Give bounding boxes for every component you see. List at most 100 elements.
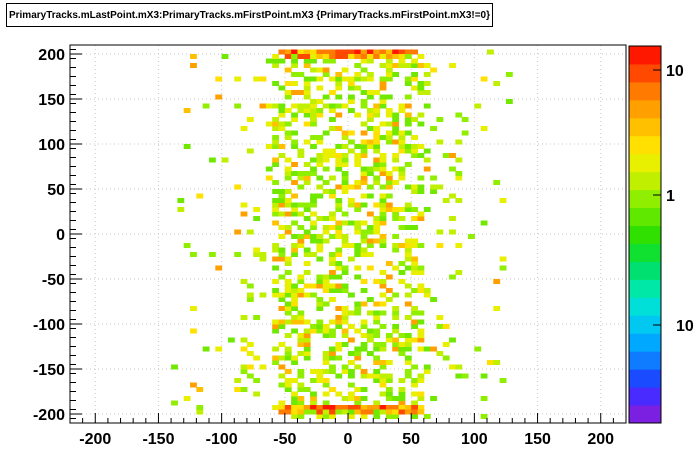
heatmap-cell <box>335 324 343 329</box>
heatmap-cell-hot <box>291 409 298 415</box>
heatmap-cell <box>253 315 261 320</box>
heatmap-cell <box>398 171 406 176</box>
heatmap-cell <box>404 162 412 167</box>
heatmap-cell <box>423 72 431 77</box>
heatmap-cell <box>316 243 324 248</box>
heatmap-cell <box>316 279 324 284</box>
heatmap-cell <box>360 76 368 82</box>
heatmap-cell <box>392 180 400 185</box>
heatmap-cell <box>278 400 286 406</box>
heatmap-cell <box>322 216 330 221</box>
heatmap-cell <box>468 234 475 239</box>
heatmap-cell <box>392 265 400 271</box>
heatmap-cell <box>297 396 305 401</box>
heatmap-cell <box>360 220 368 226</box>
heatmap-cell <box>411 72 418 77</box>
heatmap-cell <box>303 387 311 392</box>
heatmap-cell <box>366 108 374 113</box>
heatmap-cell <box>253 76 261 82</box>
heatmap-cell <box>373 130 381 136</box>
heatmap-cell <box>316 301 324 307</box>
heatmap-cell <box>335 198 343 203</box>
palette-tick-label: 10 <box>676 318 694 335</box>
heatmap-cell <box>284 108 292 113</box>
heatmap-cell <box>341 153 349 158</box>
heatmap-cell <box>329 189 336 194</box>
heatmap-cell <box>392 292 400 298</box>
heatmap-cell <box>341 310 349 316</box>
palette-frame <box>628 45 662 424</box>
heatmap-cell <box>354 328 362 334</box>
heatmap-cell <box>411 382 418 388</box>
heatmap-cell <box>335 391 343 397</box>
heatmap-cell <box>190 328 197 334</box>
palette-tick-label: 1 <box>666 188 675 205</box>
heatmap-cell <box>379 63 387 68</box>
heatmap-cell <box>379 346 387 352</box>
heatmap-cell <box>411 400 418 406</box>
heatmap-cell <box>284 351 292 356</box>
heatmap-cell <box>417 405 425 410</box>
heatmap-cell <box>284 229 292 235</box>
heatmap-cell <box>417 189 425 194</box>
heatmap-cell <box>291 360 298 365</box>
heatmap-cell <box>297 175 305 181</box>
heatmap-cell <box>297 103 305 109</box>
heatmap-cell <box>373 202 381 208</box>
heatmap-cell <box>190 382 197 388</box>
palette-swatch <box>629 261 661 280</box>
heatmap-cell <box>272 319 279 325</box>
heatmap-cell <box>272 292 279 298</box>
heatmap-cell <box>341 288 349 293</box>
heatmap-cell <box>379 238 387 244</box>
heatmap-cell <box>322 369 330 374</box>
heatmap-cell <box>348 396 355 401</box>
heatmap-cell <box>284 157 292 163</box>
heatmap-cell <box>411 207 418 212</box>
heatmap-cell-hot <box>329 54 336 59</box>
heatmap-cell <box>398 135 406 140</box>
heatmap-cell <box>373 216 381 221</box>
heatmap-cell <box>303 261 311 266</box>
heatmap-cell <box>373 333 381 338</box>
heatmap-cell <box>348 108 355 113</box>
heatmap-cell <box>310 225 317 230</box>
heatmap-cell <box>240 337 248 343</box>
heatmap-cell <box>284 166 292 172</box>
heatmap-cell <box>385 387 393 392</box>
heatmap-cell <box>303 108 311 113</box>
heatmap-cell <box>366 126 374 131</box>
heatmap-cell <box>455 157 463 163</box>
heatmap-cell <box>329 90 336 95</box>
axes: -200 -150 -100 -50 0 50 100 150 200 200 150 100 50 0 -… <box>33 47 614 448</box>
heatmap-cell <box>360 279 368 284</box>
heatmap-cell <box>366 76 374 82</box>
heatmap-cell <box>398 148 406 154</box>
heatmap-cell <box>348 351 355 356</box>
heatmap-cell <box>348 148 355 154</box>
heatmap-cell <box>246 229 254 235</box>
y-tick-label: -50 <box>42 272 65 289</box>
heatmap-cell <box>373 144 381 149</box>
heatmap-cell <box>297 292 305 298</box>
heatmap-cell <box>322 283 330 289</box>
heatmap-cell <box>310 76 317 82</box>
heatmap-cell <box>341 135 349 140</box>
heatmap-cell <box>329 103 336 109</box>
heatmap-cell <box>303 319 311 325</box>
heatmap-cell <box>341 364 349 370</box>
y-tick-label: -150 <box>33 362 65 379</box>
heatmap-cell <box>411 391 418 397</box>
heatmap-cell-hot <box>417 409 425 415</box>
heatmap-cell <box>329 225 336 230</box>
heatmap-cell <box>171 400 178 406</box>
y-tick-label: 100 <box>38 137 65 154</box>
heatmap-cell <box>366 112 374 118</box>
heatmap-cell <box>354 274 362 280</box>
heatmap-cell <box>379 292 387 298</box>
heatmap-cell <box>392 306 400 311</box>
heatmap-cell <box>316 76 324 82</box>
heatmap-cell <box>284 225 292 230</box>
heatmap-cell <box>404 292 412 298</box>
heatmap-cell-hot <box>316 49 324 55</box>
